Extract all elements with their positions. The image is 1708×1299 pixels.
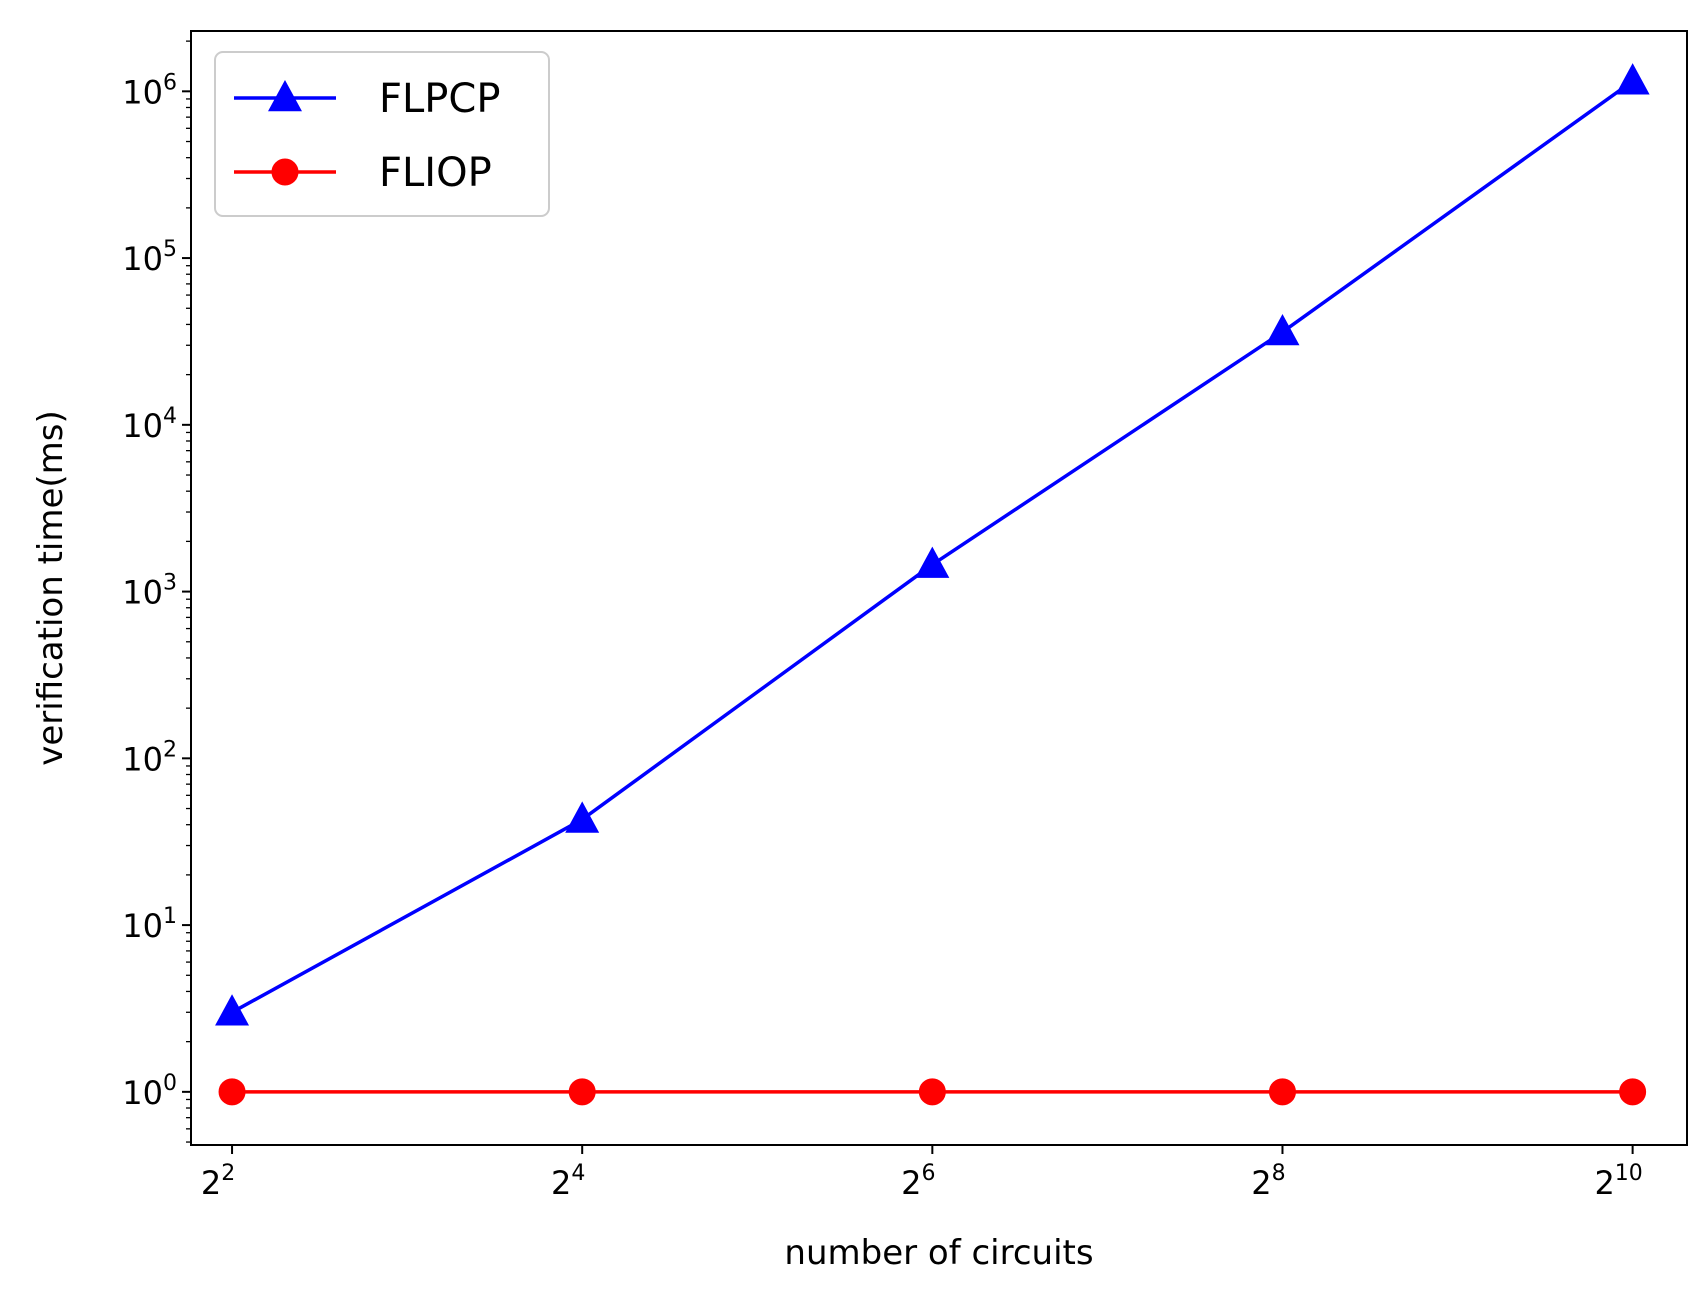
legend-box <box>214 51 550 217</box>
y-tick-label: 106 <box>122 70 177 111</box>
legend-marker-flpcp <box>268 79 302 112</box>
y-tick-label: 100 <box>122 1071 177 1112</box>
data-point-flpcp <box>915 546 950 578</box>
data-point-fliop <box>1268 1078 1296 1106</box>
data-point-flpcp <box>1615 63 1650 95</box>
data-point-fliop <box>568 1078 596 1106</box>
legend: FLPCP FLIOP <box>214 51 550 217</box>
data-point-fliop <box>918 1078 946 1106</box>
x-tick-label: 210 <box>1594 1161 1642 1202</box>
y-tick-label: 103 <box>122 571 177 612</box>
legend-swatches <box>234 79 336 186</box>
x-tick-label: 24 <box>551 1161 585 1202</box>
x-axis-label: number of circuits <box>784 1233 1093 1273</box>
x-tick-label: 26 <box>901 1161 935 1202</box>
plot-series <box>215 63 1650 1106</box>
y-tick-label: 101 <box>122 904 177 945</box>
y-tick-label: 104 <box>122 404 177 445</box>
data-point-fliop <box>1619 1078 1647 1106</box>
legend-marker-fliop <box>271 158 299 186</box>
y-axis-label: verification time(ms) <box>31 410 71 766</box>
x-tick-label: 28 <box>1251 1161 1285 1202</box>
data-point-fliop <box>218 1078 246 1106</box>
legend-label-flpcp: FLPCP <box>379 76 500 122</box>
data-point-flpcp <box>1265 314 1300 346</box>
data-point-flpcp <box>565 801 600 833</box>
data-point-flpcp <box>215 994 250 1026</box>
x-tick-label: 22 <box>201 1161 235 1202</box>
plot-frame <box>190 30 1688 1146</box>
y-tick-label: 105 <box>122 237 177 278</box>
axis-ticks: 100 101 102 103 104 105 106 22 24 26 28 210 <box>122 40 1643 1202</box>
y-tick-label: 102 <box>122 737 177 778</box>
legend-label-fliop: FLIOP <box>379 150 492 196</box>
